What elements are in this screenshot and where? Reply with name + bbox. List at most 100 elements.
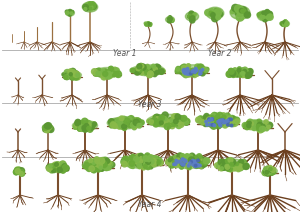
Circle shape	[89, 166, 94, 172]
Circle shape	[46, 124, 51, 128]
Circle shape	[129, 158, 132, 160]
Circle shape	[15, 167, 20, 172]
Circle shape	[84, 124, 89, 128]
Circle shape	[108, 162, 112, 165]
Circle shape	[150, 67, 155, 72]
Circle shape	[140, 70, 144, 75]
Circle shape	[91, 4, 94, 8]
Circle shape	[114, 121, 118, 125]
Circle shape	[259, 123, 262, 127]
Circle shape	[190, 13, 195, 18]
Circle shape	[180, 158, 184, 163]
Circle shape	[75, 122, 80, 128]
Circle shape	[202, 162, 207, 166]
Ellipse shape	[131, 65, 165, 76]
Circle shape	[231, 116, 237, 122]
Circle shape	[115, 119, 119, 122]
Circle shape	[211, 13, 215, 17]
Circle shape	[170, 119, 175, 123]
Circle shape	[133, 159, 137, 163]
Circle shape	[52, 167, 56, 171]
Circle shape	[68, 10, 72, 13]
Circle shape	[169, 17, 172, 21]
Circle shape	[236, 9, 244, 17]
Circle shape	[232, 120, 236, 124]
Circle shape	[204, 70, 207, 73]
Circle shape	[83, 4, 88, 10]
Circle shape	[248, 120, 252, 124]
Circle shape	[96, 68, 101, 73]
Circle shape	[216, 11, 219, 14]
Circle shape	[221, 162, 224, 166]
Circle shape	[262, 11, 265, 14]
Circle shape	[47, 125, 52, 130]
Circle shape	[286, 22, 288, 25]
Circle shape	[135, 120, 141, 125]
Circle shape	[173, 121, 178, 126]
Circle shape	[172, 119, 176, 123]
Circle shape	[146, 72, 152, 78]
Circle shape	[114, 120, 120, 126]
Circle shape	[106, 71, 111, 77]
Circle shape	[105, 74, 109, 77]
Circle shape	[90, 126, 94, 130]
Circle shape	[157, 160, 161, 164]
Circle shape	[281, 23, 284, 26]
Circle shape	[236, 9, 239, 12]
Circle shape	[19, 171, 22, 174]
Circle shape	[237, 68, 241, 72]
Circle shape	[146, 68, 149, 72]
Circle shape	[286, 22, 288, 25]
Circle shape	[241, 68, 245, 72]
Circle shape	[211, 120, 217, 126]
Circle shape	[265, 170, 268, 174]
Circle shape	[79, 125, 83, 129]
Circle shape	[153, 118, 156, 121]
Circle shape	[182, 157, 188, 162]
Circle shape	[143, 156, 148, 161]
Circle shape	[142, 159, 148, 164]
Circle shape	[225, 165, 231, 171]
Circle shape	[209, 11, 214, 16]
Circle shape	[237, 165, 243, 171]
Circle shape	[203, 122, 208, 127]
Circle shape	[43, 127, 48, 132]
Circle shape	[145, 68, 149, 72]
Circle shape	[106, 164, 110, 168]
Circle shape	[104, 161, 110, 167]
Circle shape	[226, 159, 230, 163]
Circle shape	[219, 115, 224, 121]
Circle shape	[155, 117, 159, 120]
Circle shape	[78, 121, 81, 125]
Circle shape	[210, 120, 214, 124]
Circle shape	[185, 72, 188, 74]
Circle shape	[56, 168, 59, 171]
Circle shape	[182, 158, 187, 163]
Circle shape	[220, 165, 224, 168]
Circle shape	[242, 123, 248, 128]
Circle shape	[73, 125, 78, 129]
Circle shape	[158, 123, 161, 126]
Circle shape	[75, 120, 80, 126]
Circle shape	[265, 14, 268, 16]
Circle shape	[120, 124, 125, 129]
Circle shape	[57, 165, 63, 171]
Circle shape	[193, 160, 197, 164]
Circle shape	[65, 74, 68, 77]
Circle shape	[240, 72, 246, 78]
Circle shape	[241, 70, 247, 77]
Circle shape	[220, 160, 223, 164]
Circle shape	[250, 122, 255, 126]
Circle shape	[256, 126, 261, 131]
Circle shape	[229, 68, 233, 73]
Circle shape	[196, 159, 200, 163]
Circle shape	[173, 121, 178, 126]
Circle shape	[147, 22, 150, 25]
Circle shape	[245, 73, 251, 78]
Circle shape	[68, 71, 71, 75]
Circle shape	[184, 120, 188, 125]
Circle shape	[216, 10, 221, 15]
Circle shape	[100, 163, 106, 169]
Circle shape	[188, 14, 191, 18]
Circle shape	[67, 11, 70, 15]
